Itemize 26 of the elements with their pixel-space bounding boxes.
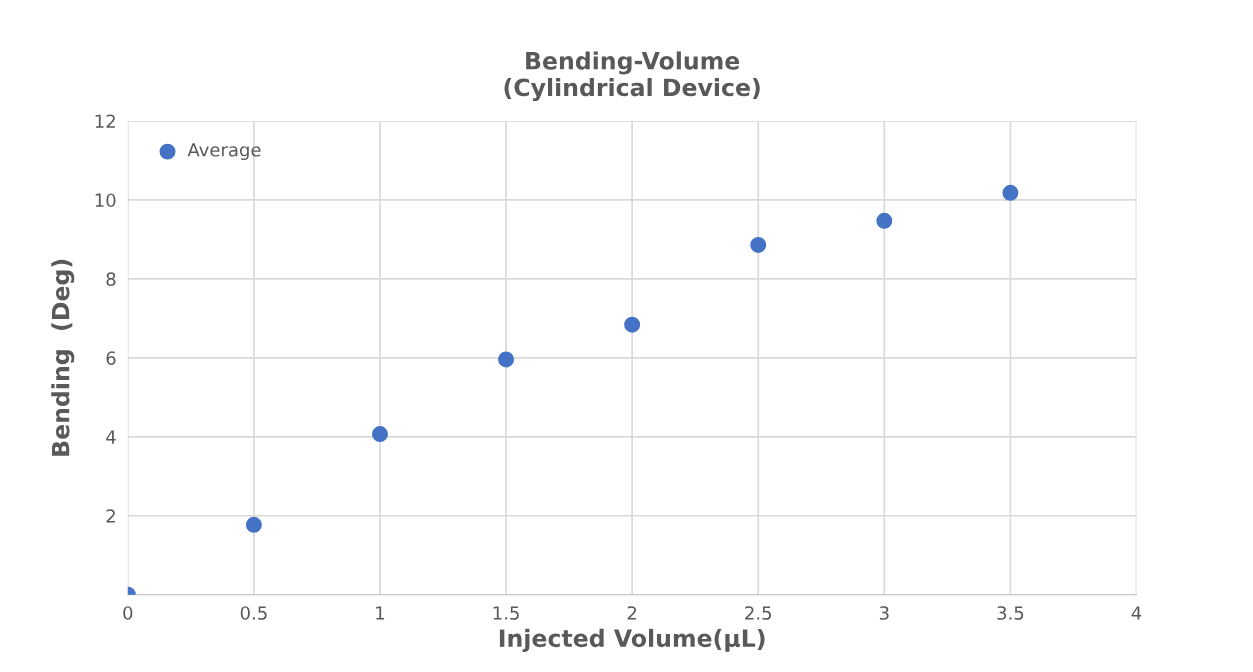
x-tick-label: 1: [376, 606, 385, 620]
x-tick-label: 0.5: [240, 606, 267, 620]
x-tick-label: 1.5: [493, 606, 519, 620]
point: [371, 426, 388, 443]
legend-label: Average: [187, 143, 261, 161]
y-axis-title: Bending (Deg): [51, 259, 75, 456]
point: [498, 351, 515, 368]
y-tick-label: 10: [95, 193, 116, 208]
y-tick-label: 12: [95, 114, 115, 128]
point: [876, 212, 893, 229]
point: [624, 316, 641, 333]
point: [1002, 184, 1019, 201]
x-tick-label: 3: [879, 606, 889, 620]
chart-title: Bending-Volume (Cylindrical Device): [504, 51, 760, 102]
x-tick-label: 2.5: [745, 606, 771, 620]
point: [750, 236, 767, 253]
point: [245, 516, 262, 533]
x-tick-label: 4: [1131, 606, 1142, 620]
y-tick-label: 4: [106, 430, 116, 444]
x-tick-label: 3.5: [997, 606, 1024, 620]
y-tick-label: 8: [106, 272, 116, 286]
y-tick-label: 6: [106, 351, 116, 365]
x-tick-label: 0: [123, 606, 133, 620]
x-axis-title: Injected Volume(µL): [499, 628, 765, 652]
y-tick-label: 2: [106, 509, 115, 523]
x-tick-label: 2: [627, 606, 637, 620]
